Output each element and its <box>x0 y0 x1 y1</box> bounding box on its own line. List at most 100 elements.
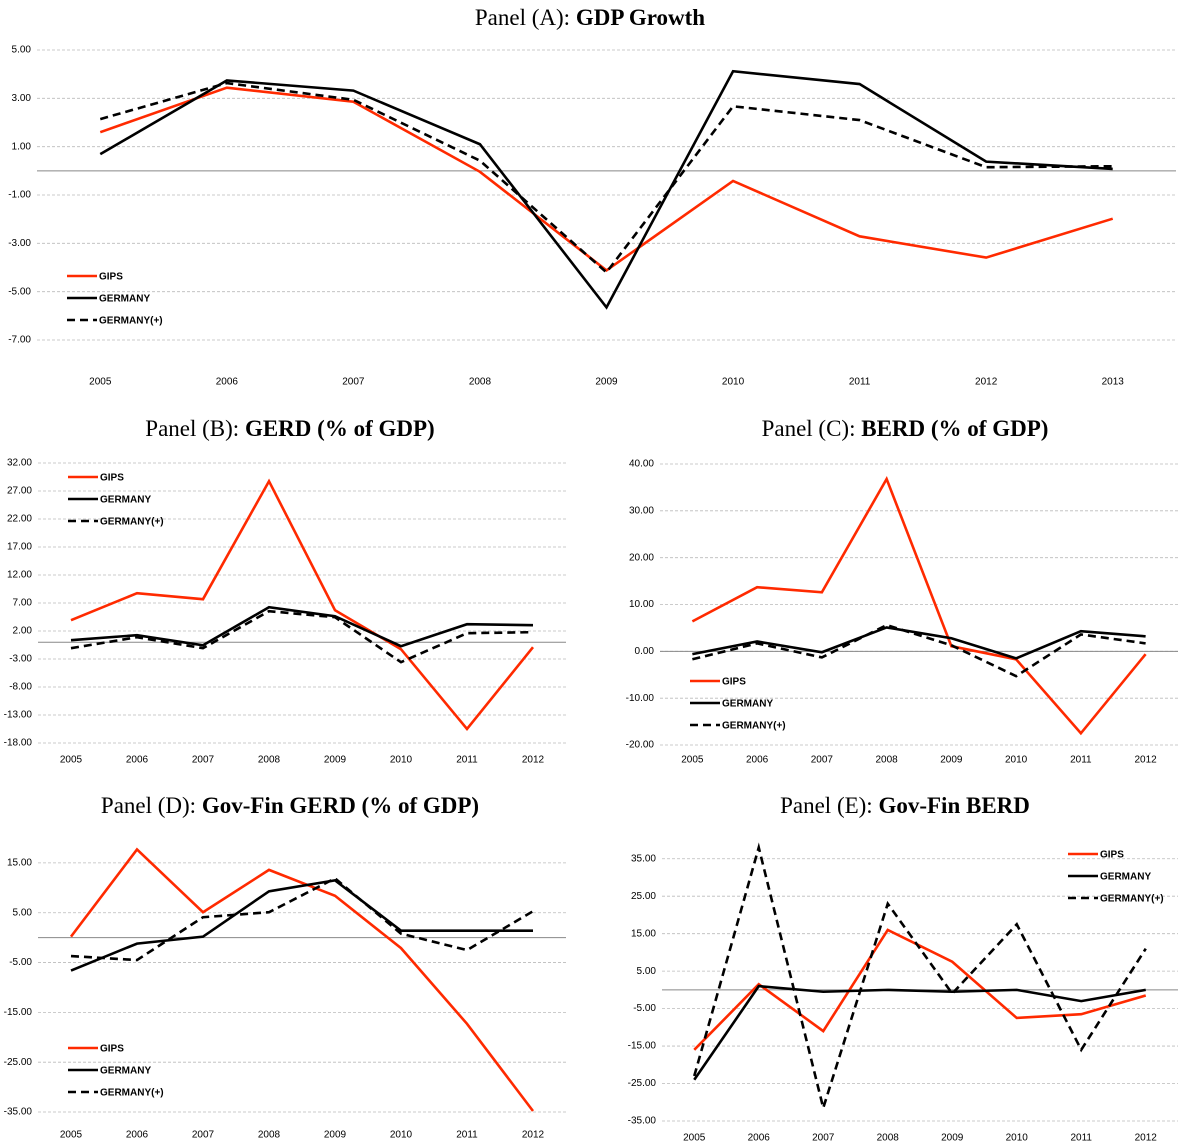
y-tick-label: 32.00 <box>7 458 32 469</box>
y-tick-label: 17.00 <box>7 542 32 553</box>
x-tick-label: 2006 <box>126 1130 149 1141</box>
legend-label: GERMANY(+) <box>99 316 163 327</box>
series-line <box>99 81 1113 275</box>
x-tick-label: 2012 <box>975 377 998 388</box>
legend-label: GIPS <box>99 272 123 283</box>
x-tick-label: 2006 <box>126 755 149 766</box>
y-tick-label: 22.00 <box>7 514 32 525</box>
x-tick-label: 2009 <box>324 1130 347 1141</box>
series-line <box>99 86 1114 273</box>
x-tick-label: 2010 <box>722 377 745 388</box>
y-tick-label: -8.00 <box>9 682 32 693</box>
series-line <box>70 609 534 664</box>
series-line <box>692 842 1147 1113</box>
legend-label: GIPS <box>722 677 746 688</box>
y-tick-label: -3.00 <box>9 654 32 665</box>
title-prefix: Panel (E): <box>780 793 873 818</box>
series-line <box>692 626 1146 660</box>
x-tick-label: 2010 <box>1006 1133 1029 1144</box>
y-tick-label: -10.00 <box>626 693 655 704</box>
x-tick-label: 2011 <box>456 1130 478 1141</box>
series-line <box>692 623 1146 678</box>
series-line <box>69 847 535 1112</box>
title-main: GDP Growth <box>576 5 705 30</box>
series-line <box>691 475 1147 736</box>
x-tick-label: 2007 <box>342 377 365 388</box>
y-tick-label: -15.00 <box>4 1007 33 1018</box>
x-tick-label: 2009 <box>324 755 347 766</box>
x-tick-label: 2006 <box>748 1133 771 1144</box>
title-prefix: Panel (C): <box>762 416 856 441</box>
y-tick-label: -25.00 <box>4 1057 33 1068</box>
y-tick-label: 15.00 <box>7 858 32 869</box>
legend-label: GERMANY(+) <box>1100 894 1164 905</box>
x-tick-label: 2010 <box>390 1130 413 1141</box>
x-tick-label: 2008 <box>469 377 492 388</box>
y-tick-label: -5.00 <box>9 957 32 968</box>
x-tick-label: 2005 <box>60 755 83 766</box>
y-tick-label: -13.00 <box>4 710 33 721</box>
series-line <box>693 984 1146 1081</box>
chart-title: Panel (D): Gov-Fin GERD (% of GDP) <box>101 793 479 818</box>
title-main: GERD (% of GDP) <box>245 416 435 441</box>
x-tick-label: 2012 <box>522 755 545 766</box>
y-tick-label: -5.00 <box>633 1003 656 1014</box>
y-tick-label: -15.00 <box>628 1041 657 1052</box>
x-tick-label: 2005 <box>681 755 704 766</box>
y-tick-label: 10.00 <box>629 599 654 610</box>
y-tick-label: 30.00 <box>629 505 654 516</box>
x-tick-label: 2008 <box>877 1133 900 1144</box>
y-tick-label: 15.00 <box>631 928 656 939</box>
x-tick-label: 2005 <box>60 1130 83 1141</box>
x-tick-label: 2009 <box>941 1133 964 1144</box>
legend-label: GERMANY <box>99 294 150 305</box>
y-tick-label: 12.00 <box>7 570 32 581</box>
x-tick-label: 2007 <box>812 1133 835 1144</box>
title-prefix: Panel (D): <box>101 793 196 818</box>
legend-label: GERMANY <box>100 1066 151 1077</box>
x-tick-label: 2007 <box>811 755 834 766</box>
legend-label: GERMANY <box>722 699 773 710</box>
legend-label: GIPS <box>100 473 124 484</box>
x-tick-label: 2012 <box>1135 1133 1158 1144</box>
x-tick-label: 2012 <box>1135 755 1158 766</box>
y-tick-label: 3.00 <box>12 93 32 104</box>
legend-label: GERMANY <box>100 495 151 506</box>
x-tick-label: 2010 <box>1005 755 1028 766</box>
y-tick-label: -35.00 <box>628 1116 657 1127</box>
legend-label: GERMANY(+) <box>100 517 164 528</box>
legend-label: GERMANY(+) <box>722 721 786 732</box>
legend-label: GERMANY <box>1100 872 1151 883</box>
x-tick-label: 2008 <box>258 755 281 766</box>
y-tick-label: -5.00 <box>8 286 31 297</box>
series-line <box>70 878 533 972</box>
y-tick-label: 5.00 <box>637 966 657 977</box>
x-tick-label: 2011 <box>456 755 478 766</box>
series-line <box>70 478 535 732</box>
y-tick-label: 1.00 <box>12 141 32 152</box>
y-tick-label: 40.00 <box>629 459 654 470</box>
x-tick-label: 2006 <box>216 377 239 388</box>
x-tick-label: 2005 <box>683 1133 706 1144</box>
chart-title: Panel (A): GDP Growth <box>475 5 705 30</box>
title-prefix: Panel (A): <box>475 5 570 30</box>
x-tick-label: 2008 <box>258 1130 281 1141</box>
y-tick-label: -18.00 <box>4 738 33 749</box>
x-tick-label: 2008 <box>876 755 899 766</box>
y-tick-label: -1.00 <box>8 190 31 201</box>
y-tick-label: 5.00 <box>13 907 33 918</box>
series-line <box>70 876 534 962</box>
x-tick-label: 2011 <box>1070 1133 1092 1144</box>
y-tick-label: 20.00 <box>629 552 654 563</box>
x-tick-label: 2007 <box>192 1130 215 1141</box>
legend-label: GIPS <box>1100 850 1124 861</box>
y-tick-label: -20.00 <box>626 740 655 751</box>
x-tick-label: 2011 <box>849 377 871 388</box>
x-tick-label: 2012 <box>522 1130 545 1141</box>
chart-title: Panel (B): GERD (% of GDP) <box>145 416 434 441</box>
y-tick-label: 27.00 <box>7 486 32 497</box>
y-tick-label: 0.00 <box>635 646 655 657</box>
title-prefix: Panel (B): <box>145 416 239 441</box>
x-tick-label: 2005 <box>89 377 112 388</box>
series-line <box>70 605 534 648</box>
